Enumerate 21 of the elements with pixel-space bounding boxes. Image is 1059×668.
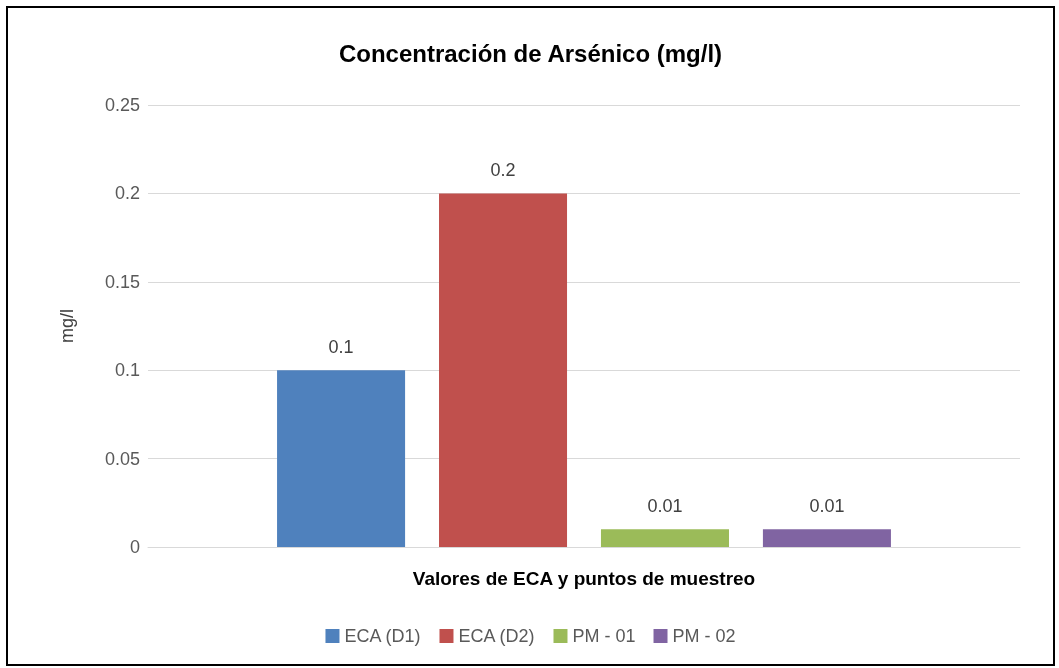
chart-title: Concentración de Arsénico (mg/l) [338,39,723,67]
legend-label: PM - 01 [572,626,636,646]
data-label: 0.1 [328,337,354,358]
bar [600,529,729,547]
y-tick-label: 0.1 [114,360,140,381]
y-tick-label: 0 [129,537,140,557]
data-label: 0.01 [809,496,845,517]
bar [762,529,891,547]
y-tick-label: 0.25 [104,95,140,115]
data-label: 0.01 [647,496,683,517]
y-tick-label: 0.05 [104,448,140,469]
data-label: 0.2 [490,160,516,181]
bar [277,370,406,547]
y-tick-label: 0.15 [104,271,140,292]
bar [439,193,568,547]
x-axis-title: Valores de ECA y puntos de muestreo [412,568,756,589]
legend-label: ECA (D1) [344,626,421,646]
y-tick-label: 0.2 [114,183,140,204]
legend-label: PM - 02 [672,626,736,646]
y-axis-title: mg/l [57,308,77,344]
legend-label: ECA (D2) [458,626,535,646]
